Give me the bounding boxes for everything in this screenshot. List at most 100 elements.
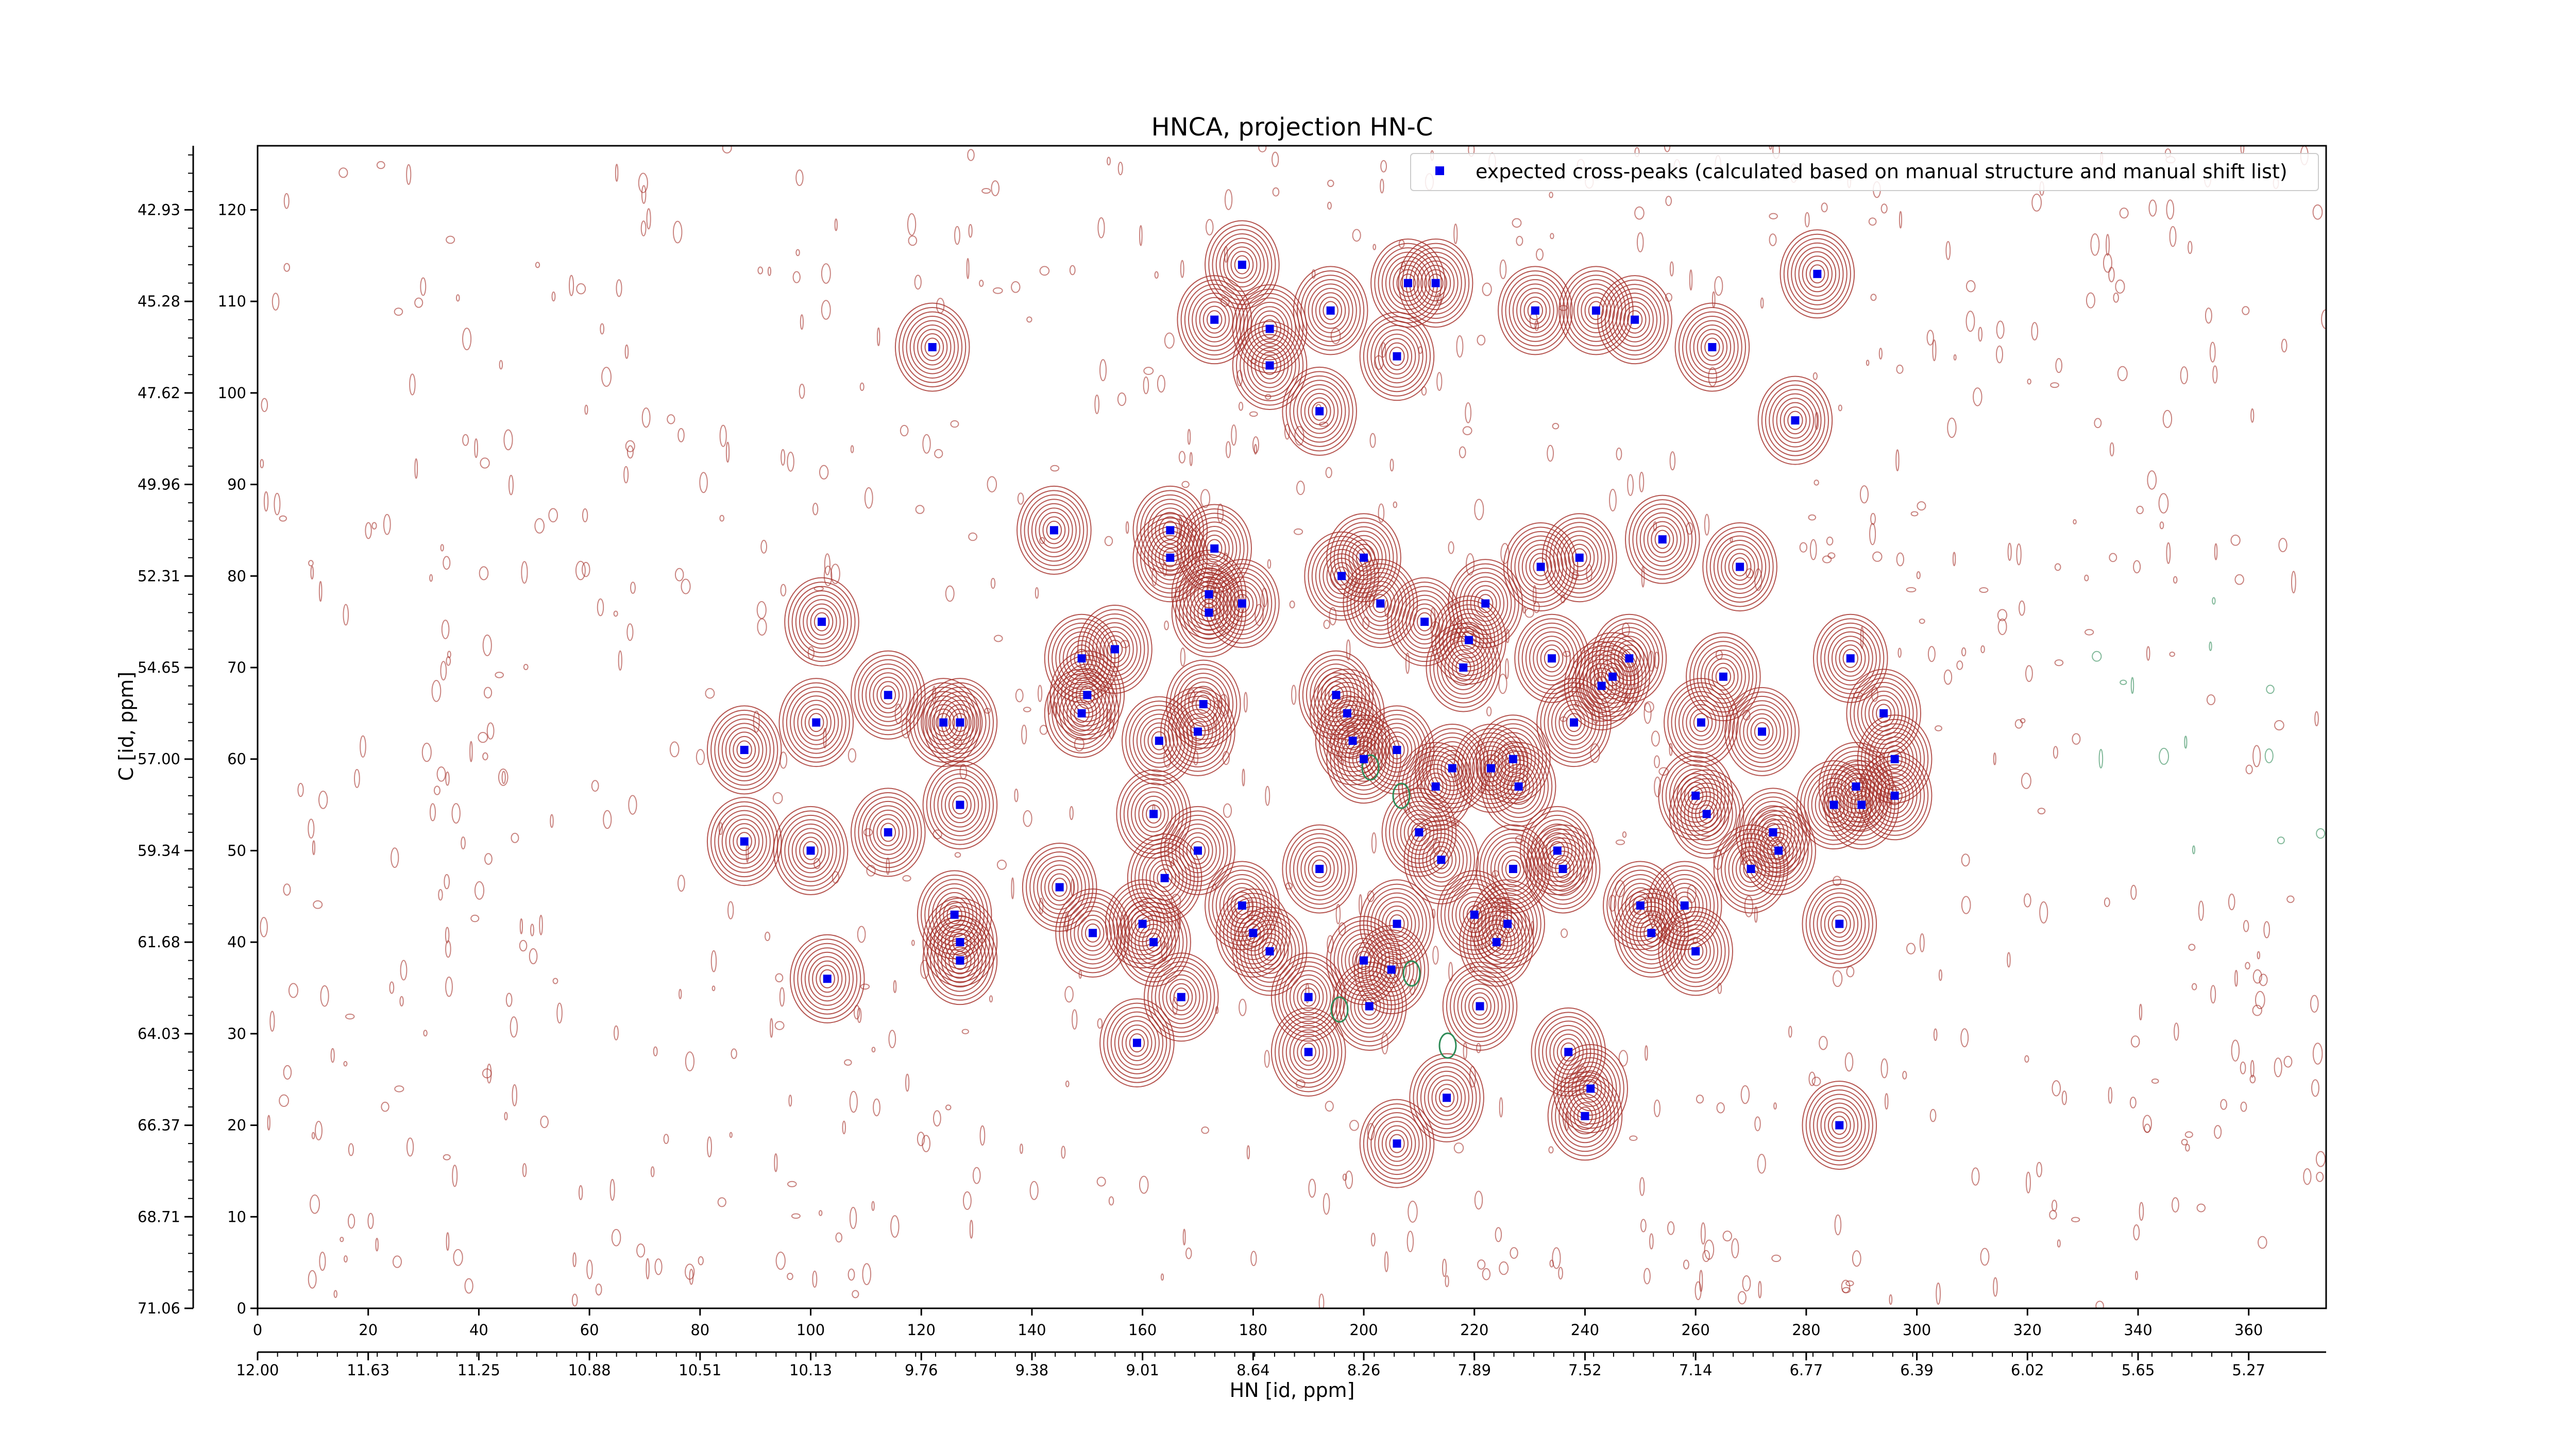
peak-contour: [934, 691, 987, 754]
noise-contour: [569, 275, 574, 296]
noise-contour: [371, 522, 377, 530]
peak-contour: [1809, 1089, 1870, 1162]
peak-contour: [1033, 856, 1086, 919]
peak-contour: [801, 947, 854, 1011]
noise-contour: [406, 1137, 414, 1157]
peak-contour: [1354, 988, 1385, 1025]
peak-contour: [913, 324, 952, 370]
peak-contour: [788, 582, 856, 662]
peak-contour: [1546, 517, 1614, 598]
peak-contour: [1241, 919, 1265, 947]
peak-contour: [1250, 343, 1289, 388]
peak-contour: [1138, 924, 1169, 961]
peak-contour: [733, 827, 756, 856]
peak-contour: [1208, 563, 1276, 644]
peak-contour: [1250, 928, 1289, 974]
peak-contour: [944, 787, 975, 824]
peak-contour: [1077, 914, 1108, 951]
noise-contour: [1330, 328, 1341, 345]
peak-contour: [1262, 356, 1278, 375]
x-index-tick-label: 40: [469, 1321, 488, 1339]
noise-contour: [615, 164, 619, 182]
peak-contour: [926, 764, 994, 845]
noise-contour: [1185, 1247, 1192, 1259]
peak-contour: [1485, 897, 1531, 951]
cross-peak-marker: [884, 691, 892, 699]
y-index-tick-label: 120: [218, 201, 246, 218]
noise-contour: [641, 185, 647, 204]
noise-contour: [1978, 327, 1983, 342]
noise-contour: [1430, 607, 1436, 628]
peak-contour: [1544, 687, 1604, 759]
peak-contour: [1654, 869, 1715, 942]
peak-contour: [1337, 526, 1391, 589]
noise-contour: [461, 837, 466, 850]
noise-contour: [1869, 523, 1876, 545]
noise-contour: [591, 780, 599, 792]
noise-contour: [901, 718, 911, 739]
noise-contour: [582, 561, 590, 577]
noise-contour: [1696, 1095, 1704, 1104]
noise-contour: [575, 560, 586, 581]
noise-contour: [1039, 725, 1048, 735]
peak-contour: [1824, 906, 1855, 943]
peak-contour: [1171, 550, 1247, 639]
cross-peak-marker: [1608, 672, 1617, 681]
noise-contour: [2055, 358, 2063, 373]
peak-contour: [1300, 846, 1338, 892]
noise-contour: [1916, 571, 1921, 579]
noise-contour: [2139, 1003, 2143, 1021]
cross-peak-marker: [1636, 901, 1645, 910]
cross-peak-marker: [1360, 553, 1368, 562]
cross-peak-marker: [1736, 562, 1744, 571]
noise-contour: [2072, 733, 2081, 745]
peak-contour: [1575, 654, 1628, 718]
noise-contour: [1323, 620, 1330, 629]
peak-contour: [1289, 833, 1350, 905]
noise-contour: [394, 1085, 404, 1092]
noise-contour: [757, 266, 764, 275]
noise-contour: [1381, 342, 1386, 358]
peak-contour: [1756, 823, 1802, 878]
x-index-tick-label: 200: [1349, 1321, 1378, 1339]
peak-contour: [1536, 678, 1612, 767]
cross-peak-marker: [1586, 1084, 1595, 1093]
cross-peak-marker: [1265, 361, 1274, 370]
noise-contour: [1658, 767, 1669, 776]
noise-contour: [1188, 689, 1196, 704]
noise-contour: [814, 858, 821, 869]
noise-contour: [279, 515, 287, 522]
peak-contour: [786, 687, 846, 759]
peak-contour: [1687, 791, 1726, 837]
peak-contour: [1394, 586, 1455, 658]
noise-contour: [2031, 193, 2042, 212]
noise-contour: [1453, 223, 1458, 245]
noise-contour: [625, 440, 635, 452]
noise-contour: [950, 420, 959, 428]
noise-contour: [2053, 746, 2058, 759]
noise-contour: [1201, 1126, 1209, 1134]
peak-contour: [861, 800, 915, 864]
noise-contour: [1246, 1145, 1250, 1159]
noise-contour: [1448, 541, 1454, 554]
peak-contour: [1604, 284, 1665, 356]
noise-contour: [2242, 306, 2250, 315]
peak-contour: [1381, 731, 1413, 769]
peak-contour: [1662, 755, 1730, 836]
peak-contour: [1186, 567, 1232, 622]
peak-contour: [1839, 644, 1862, 673]
noise-contour: [1378, 503, 1385, 523]
peak-contour: [797, 943, 858, 1015]
noise-contour: [1899, 211, 1903, 229]
peak-contour: [1074, 704, 1090, 723]
cross-peak-marker: [1647, 929, 1656, 937]
peak-contour: [1103, 635, 1127, 663]
peak-contour: [1472, 745, 1510, 791]
noise-contour: [1973, 387, 1982, 406]
noise-contour: [1896, 552, 1904, 567]
noise-contour: [1117, 392, 1127, 406]
peak-contour: [1158, 970, 1204, 1025]
noise-contour: [343, 1255, 348, 1263]
peak-contour: [854, 655, 922, 736]
peak-contour: [1872, 699, 1895, 727]
